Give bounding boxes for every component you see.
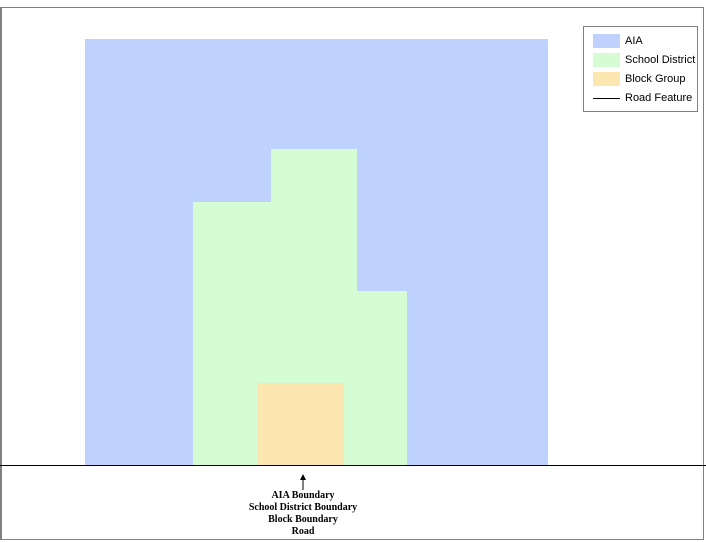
- legend-item-school-district: School District: [593, 53, 695, 67]
- block-group-swatch: [593, 72, 620, 86]
- annotation-line: Road: [291, 526, 315, 537]
- block-group-region: [257, 383, 344, 465]
- school-district-region-top: [271, 149, 357, 203]
- legend-label-aia: AIA: [625, 35, 643, 47]
- school-district-swatch: [593, 53, 620, 67]
- legend-label-school-district: School District: [625, 54, 696, 66]
- school-district-region-right: [356, 291, 407, 465]
- annotation-line: Block Boundary: [268, 514, 338, 525]
- legend-item-aia: AIA: [593, 34, 643, 48]
- road-feature-line: [0, 465, 706, 466]
- legend-item-block-group: Block Group: [593, 72, 686, 86]
- legend-label-block-group: Block Group: [625, 73, 686, 85]
- legend: AIA School District Block Group Road Fea…: [583, 26, 698, 112]
- annotation-line: AIA Boundary: [271, 490, 335, 501]
- boundary-annotation: AIA Boundary School District Boundary Bl…: [203, 490, 403, 538]
- annotation-line: School District Boundary: [248, 502, 358, 513]
- road-feature-line-sample: [593, 97, 620, 99]
- aia-swatch: [593, 34, 620, 48]
- up-arrow-icon: [300, 474, 306, 490]
- legend-label-road-feature: Road Feature: [625, 92, 693, 104]
- legend-item-road-feature: Road Feature: [593, 91, 692, 105]
- map-frame: [0, 7, 704, 540]
